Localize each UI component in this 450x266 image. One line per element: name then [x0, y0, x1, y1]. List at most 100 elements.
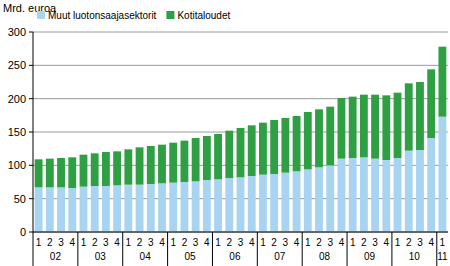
bar [338, 159, 346, 232]
x-tick-label: 4 [428, 237, 434, 248]
bar [192, 181, 200, 232]
bar [136, 185, 144, 232]
y-tick-label: 250 [8, 59, 26, 71]
bar [382, 160, 390, 232]
bar [46, 187, 54, 232]
bar [203, 180, 211, 232]
group-separator [122, 232, 123, 266]
x-tick-label: 2 [92, 237, 98, 248]
x-tick-label: 1 [36, 237, 42, 248]
bar [371, 95, 379, 159]
bar [338, 98, 346, 159]
x-tick-label: 4 [159, 237, 165, 248]
group-label: 10 [409, 251, 421, 262]
y-tick-label: 100 [8, 159, 26, 171]
bar [281, 173, 289, 232]
group-separator [212, 232, 213, 266]
x-tick-label: 4 [69, 237, 75, 248]
bar [248, 125, 256, 176]
x-tick-label: 1 [126, 237, 132, 248]
bar [113, 185, 121, 232]
bar [91, 186, 99, 232]
bar [124, 185, 132, 232]
bar [80, 155, 88, 187]
y-tick-label: 0 [20, 226, 26, 238]
x-tick-label: 1 [395, 237, 401, 248]
bar [304, 169, 312, 232]
grid-line [33, 32, 448, 33]
x-axis [33, 232, 448, 233]
bar [35, 187, 43, 232]
bar [349, 97, 357, 158]
bars [35, 47, 447, 232]
y-tick [29, 165, 33, 166]
y-tick [29, 98, 33, 99]
x-tick-label: 2 [47, 237, 53, 248]
x-tick-label: 2 [271, 237, 277, 248]
group-label: 02 [50, 251, 62, 262]
bar [169, 183, 177, 232]
bar [270, 174, 278, 232]
x-tick-label: 4 [204, 237, 210, 248]
bar [259, 123, 267, 175]
group-label: 09 [364, 251, 376, 262]
x-tick-label: 1 [350, 237, 356, 248]
bar [91, 153, 99, 186]
bar [180, 182, 188, 232]
bar [158, 145, 166, 184]
x-tick-label: 2 [316, 237, 322, 248]
y-tick [29, 232, 33, 233]
bar [304, 112, 312, 169]
bar [57, 187, 65, 232]
y-tick-label: 50 [14, 193, 26, 205]
group-separator [347, 232, 348, 266]
bar [80, 187, 88, 232]
bar [225, 131, 233, 178]
bar [270, 120, 278, 174]
bar [326, 165, 334, 232]
group-separator [77, 232, 78, 266]
grid-line [33, 65, 448, 66]
bar [315, 109, 323, 167]
bar [349, 158, 357, 232]
x-tick-label: 3 [283, 237, 289, 248]
bar [113, 151, 121, 185]
x-tick-label: 2 [361, 237, 367, 248]
x-tick-label: 2 [227, 237, 233, 248]
group-separator [33, 232, 34, 266]
bar [405, 83, 413, 150]
group-label: 03 [95, 251, 107, 262]
x-tick-label: 3 [193, 237, 199, 248]
bar [68, 157, 76, 188]
y-tick-label: 150 [8, 126, 26, 138]
group-separator [167, 232, 168, 266]
bar [394, 158, 402, 232]
group-separator [302, 232, 303, 266]
bar [293, 116, 301, 171]
x-tick-label: 3 [372, 237, 378, 248]
bar [225, 178, 233, 232]
y-tick [29, 132, 33, 133]
x-tick-label: 2 [182, 237, 188, 248]
bar [438, 117, 446, 232]
x-tick-label: 3 [148, 237, 154, 248]
bar [259, 175, 267, 232]
legend-swatch [166, 11, 174, 19]
bar [147, 184, 155, 232]
bar [158, 183, 166, 232]
bar [416, 82, 424, 150]
x-tick-label: 1 [440, 237, 446, 248]
chart: 0501001502002503001234123412341234123412… [0, 0, 450, 266]
bar [136, 147, 144, 184]
x-tick-label: 3 [58, 237, 64, 248]
x-tick-label: 3 [327, 237, 333, 248]
bar [192, 138, 200, 181]
x-tick-label: 3 [103, 237, 109, 248]
y-tick [29, 198, 33, 199]
x-tick-label: 2 [406, 237, 412, 248]
x-tick-label: 1 [305, 237, 311, 248]
bar [360, 95, 368, 158]
x-tick-label: 4 [249, 237, 255, 248]
x-tick-label: 3 [238, 237, 244, 248]
group-separator [391, 232, 392, 266]
